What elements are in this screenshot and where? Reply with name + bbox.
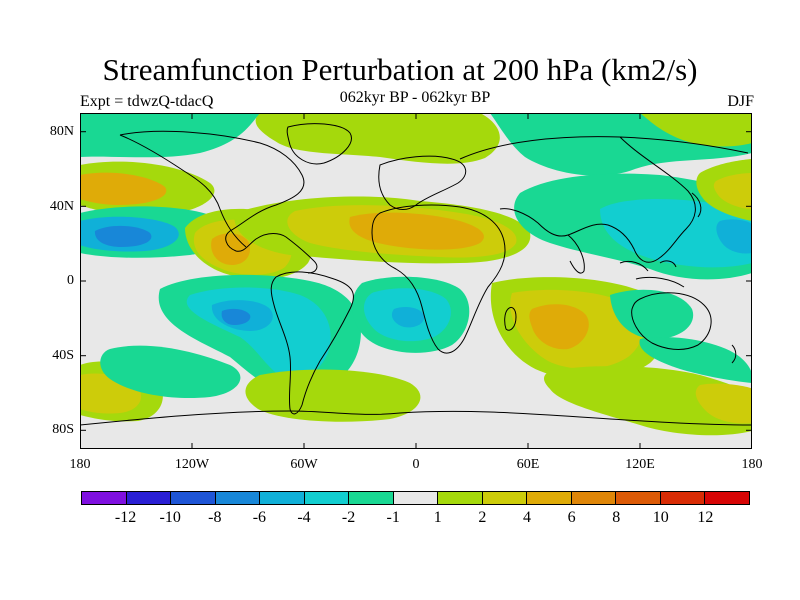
north-pacific-positive-core bbox=[80, 172, 167, 205]
lon-label-120e: 120E bbox=[625, 457, 655, 472]
southern-ocean-negative-band bbox=[100, 345, 241, 399]
colorbar-label: 10 bbox=[652, 509, 669, 526]
colorbar-swatch bbox=[215, 492, 261, 504]
colorbar-label: 12 bbox=[697, 509, 714, 526]
east-asia-negative-core bbox=[600, 199, 752, 268]
colorbar-swatch bbox=[527, 492, 572, 504]
colorbar-label: -1 bbox=[386, 509, 400, 526]
dateline-positive-core bbox=[713, 173, 752, 209]
indian-ocean-positive-inner bbox=[529, 304, 589, 350]
colorbar-swatch bbox=[171, 492, 216, 504]
colorbar-label: 2 bbox=[478, 509, 487, 526]
colorbar-label: 4 bbox=[523, 509, 531, 526]
colorbar bbox=[81, 491, 750, 505]
colorbar-label: -4 bbox=[297, 509, 311, 526]
colorbar-label: -12 bbox=[114, 509, 137, 526]
lon-label-180e: 180 bbox=[741, 457, 763, 472]
southern-ocean-positive-east bbox=[544, 366, 752, 436]
colorbar-swatch bbox=[438, 492, 483, 504]
colorbar-label: -8 bbox=[208, 509, 222, 526]
map-ticks bbox=[80, 113, 752, 449]
lat-label-40s: 40S bbox=[52, 348, 74, 363]
arctic-positive-band-east bbox=[640, 113, 752, 147]
streamfunction-map bbox=[80, 113, 752, 449]
colorbar-label: 6 bbox=[567, 509, 576, 526]
experiment-label: Expt = tdwzQ-tdacQ bbox=[80, 93, 214, 110]
australia-negative-band bbox=[610, 289, 694, 339]
lon-label-0: 0 bbox=[412, 457, 420, 472]
colorbar-label: -10 bbox=[159, 509, 181, 526]
period-label: 062kyr BP - 062kyr BP bbox=[339, 89, 491, 106]
colorbar-swatch bbox=[304, 492, 350, 504]
colorbar-swatch bbox=[82, 492, 127, 504]
lat-label-80s: 80S bbox=[52, 422, 74, 437]
lon-label-60w: 60W bbox=[290, 457, 318, 472]
lat-label-80n: 80N bbox=[49, 124, 74, 139]
colorbar-swatch bbox=[393, 492, 439, 504]
lon-label-120w: 120W bbox=[174, 457, 210, 472]
colorbar-swatch bbox=[482, 492, 528, 504]
colorbar-label: 1 bbox=[433, 509, 442, 526]
southern-ocean-positive-mid bbox=[245, 369, 421, 422]
season-label: DJF bbox=[727, 93, 754, 110]
lat-label-40n: 40N bbox=[49, 199, 74, 214]
colorbar-swatch bbox=[260, 492, 305, 504]
chart-title: Streamfunction Perturbation at 200 hPa (… bbox=[102, 52, 698, 87]
southern-ocean-positive-east-core bbox=[695, 383, 752, 424]
arctic-positive-band bbox=[255, 113, 500, 164]
coastlines bbox=[80, 123, 752, 426]
lat-label-eq: 0 bbox=[67, 273, 74, 288]
map-panel bbox=[80, 113, 752, 449]
colorbar-swatch bbox=[616, 492, 661, 504]
lon-label-180w: 180 bbox=[69, 457, 91, 472]
colorbar-swatch bbox=[660, 492, 706, 504]
colorbar-swatch bbox=[126, 492, 172, 504]
east-asia-negative-inner bbox=[716, 219, 752, 254]
arctic-negative-band-west bbox=[80, 113, 260, 158]
atlantic-africa-positive-inner bbox=[349, 212, 484, 250]
colorbar-swatch bbox=[571, 492, 617, 504]
south-atlantic-negative-inner bbox=[391, 307, 425, 328]
lon-label-60e: 60E bbox=[516, 457, 540, 472]
south-pacific-negative-innermost bbox=[221, 308, 251, 325]
colorbar-label: -2 bbox=[341, 509, 356, 526]
north-pacific-negative-inner bbox=[94, 225, 152, 247]
colorbar-label: 8 bbox=[612, 509, 621, 526]
colorbar-label: -6 bbox=[252, 509, 267, 526]
colorbar-swatch bbox=[349, 492, 394, 504]
colorbar-swatch bbox=[705, 492, 749, 504]
